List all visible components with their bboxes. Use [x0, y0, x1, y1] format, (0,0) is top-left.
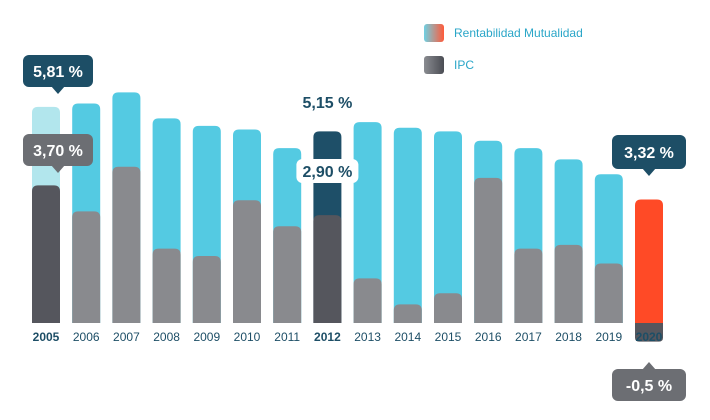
bar-ipc-2018 — [554, 244, 583, 323]
x-tick-label: 2010 — [234, 330, 261, 344]
bar-ipc-2019 — [594, 263, 623, 323]
bar-ipc-2012 — [313, 215, 342, 323]
x-tick-label: 2011 — [274, 330, 300, 344]
bar-mutualidad-2015 — [434, 131, 462, 323]
x-tick-label: 2019 — [595, 330, 622, 344]
x-tick-label: 2018 — [555, 330, 582, 344]
svg-text:5,81 %: 5,81 % — [33, 64, 83, 81]
x-tick-label: 2017 — [515, 330, 542, 344]
legend-item-mutualidad: Rentabilidad Mutualidad — [424, 22, 684, 44]
data-label: 5,81 % — [23, 55, 93, 94]
x-tick-label: 2015 — [435, 330, 462, 344]
bar-ipc-2017 — [514, 248, 543, 323]
bar-mutualidad-2020 — [635, 199, 663, 323]
bar-ipc-2006 — [72, 211, 101, 323]
x-tick-label: 2016 — [475, 330, 502, 344]
bar-ipc-2010 — [233, 200, 261, 323]
bar-ipc-2011 — [273, 226, 302, 323]
x-tick-label: 2008 — [153, 330, 180, 344]
x-tick-label: 2009 — [193, 330, 220, 344]
data-label: 2,90 % — [296, 159, 359, 183]
bar-mutualidad-2013 — [353, 122, 382, 324]
bar-ipc-2014 — [393, 304, 422, 323]
x-tick-label: 2006 — [73, 330, 100, 344]
svg-text:3,32 %: 3,32 % — [624, 145, 674, 162]
svg-text:-0,5 %: -0,5 % — [626, 378, 672, 395]
svg-text:3,70 %: 3,70 % — [33, 143, 83, 160]
svg-text:5,15 %: 5,15 % — [302, 95, 352, 112]
x-tick-label: 2012 — [314, 330, 341, 344]
legend-label-mutualidad: Rentabilidad Mutualidad — [454, 26, 583, 40]
bar-ipc-2020 — [635, 323, 663, 342]
bar-ipc-2005 — [32, 185, 60, 323]
legend-swatch-mutualidad — [424, 24, 444, 42]
bar-ipc-2015 — [434, 293, 462, 323]
x-tick-label: 2005 — [33, 330, 60, 344]
x-tick-label: 2014 — [394, 330, 421, 344]
data-label: 3,32 % — [612, 135, 686, 176]
x-tick-label: 2013 — [354, 330, 381, 344]
data-label: -0,5 % — [612, 362, 686, 401]
x-tick-label: 2007 — [113, 330, 140, 344]
legend-label-ipc: IPC — [454, 58, 475, 72]
data-label: 3,70 % — [23, 134, 93, 173]
bar-mutualidad-2014 — [393, 127, 422, 323]
bar-ipc-2007 — [112, 166, 141, 323]
x-tick-label: 2020 — [636, 330, 663, 344]
data-label: 5,15 % — [302, 95, 352, 112]
legend-swatch-ipc — [424, 56, 444, 74]
bar-ipc-2009 — [192, 256, 221, 323]
legend-item-ipc: IPC — [424, 54, 684, 76]
bar-ipc-2013 — [353, 278, 382, 323]
bar-ipc-2016 — [474, 177, 503, 323]
svg-text:2,90 %: 2,90 % — [302, 164, 352, 181]
bar-ipc-2008 — [152, 248, 181, 323]
